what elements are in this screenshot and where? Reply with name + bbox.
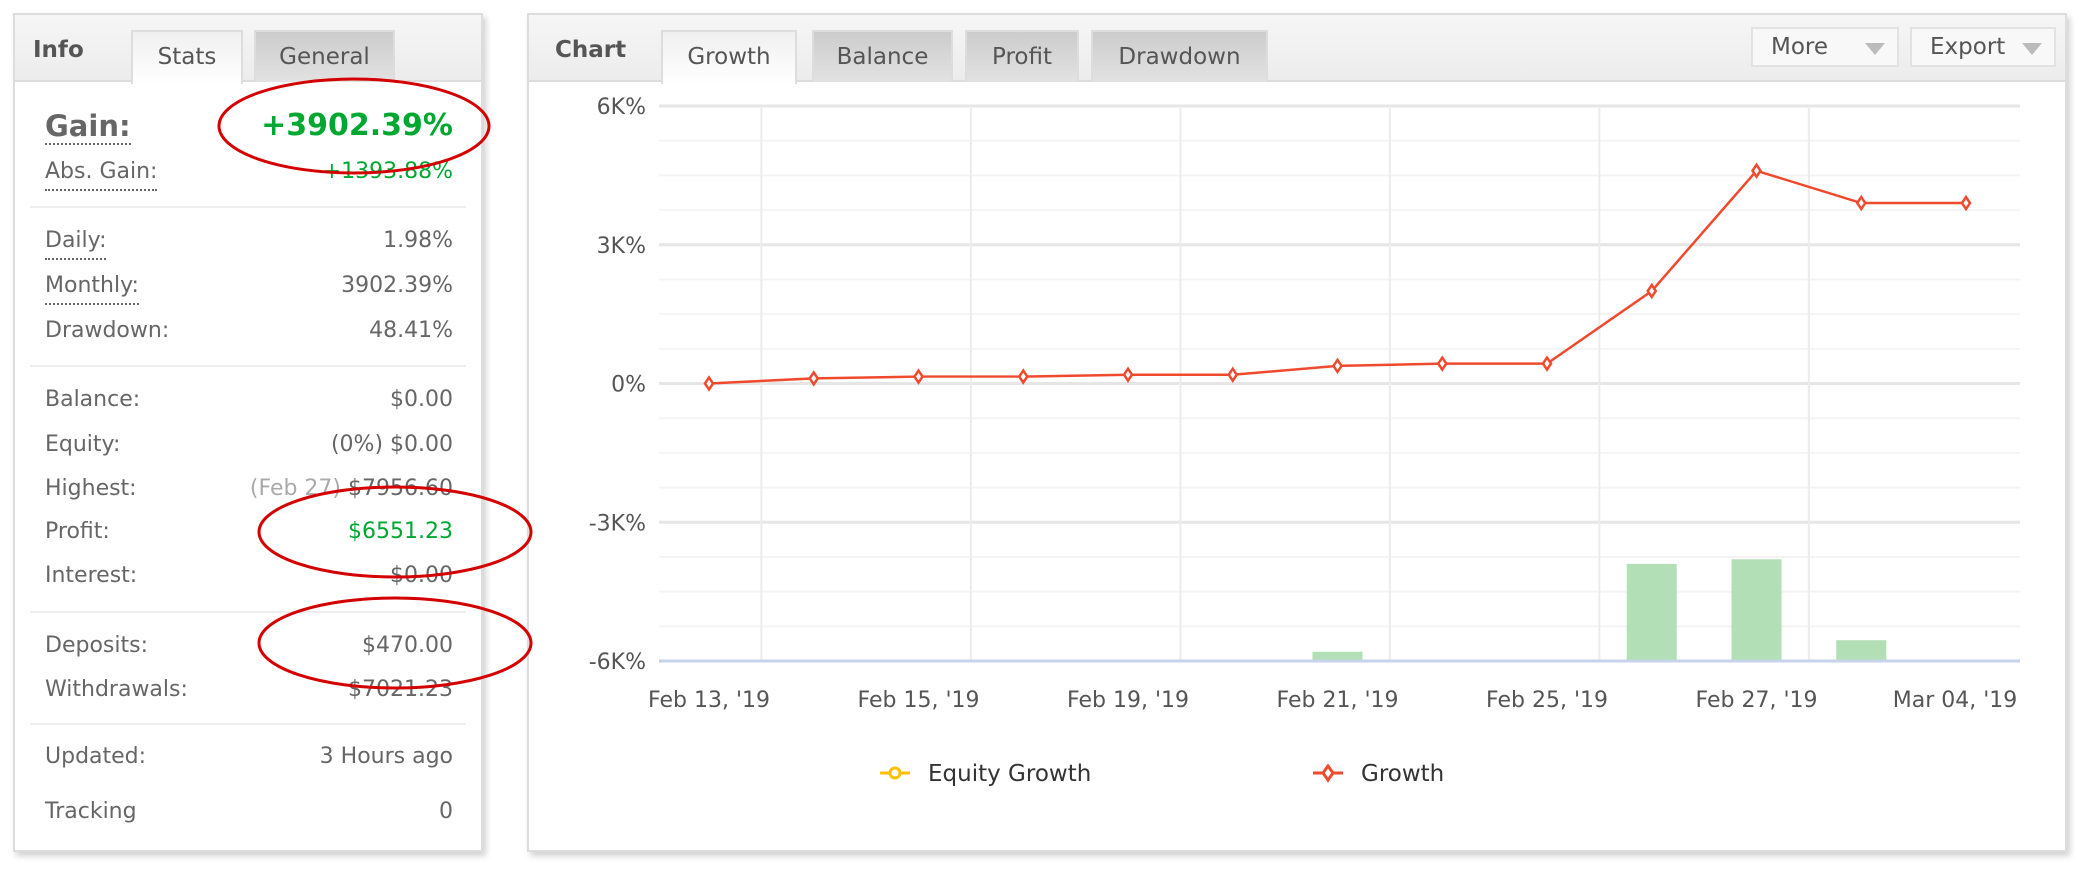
deposits-value: $470.00 [362, 633, 453, 658]
highest-date: (Feb 27) [249, 476, 342, 501]
updated-row: Updated: 3 Hours ago [45, 740, 453, 774]
abs-gain-label[interactable]: Abs. Gain: [45, 155, 158, 191]
balance-label: Balance: [45, 387, 141, 412]
tab-general[interactable]: General [254, 30, 395, 82]
export-label: Export [1930, 34, 2006, 60]
equity-label: Equity: [45, 432, 121, 457]
divider [30, 611, 466, 613]
daily-label[interactable]: Daily: [45, 224, 107, 260]
chart-panel: Chart Growth Balance Profit Drawdown Mor… [527, 13, 2067, 852]
balance-value: $0.00 [390, 387, 453, 412]
abs-gain-value: +1393.88% [322, 159, 453, 184]
chart-header: Chart Growth Balance Profit Drawdown Mor… [529, 15, 2065, 84]
interest-label: Interest: [45, 563, 138, 588]
drawdown-row: Drawdown: 48.41% [45, 314, 453, 348]
tab-balance[interactable]: Balance [812, 30, 953, 82]
more-label: More [1771, 34, 1829, 60]
drawdown-value: 48.41% [369, 318, 453, 343]
divider [30, 723, 466, 725]
info-title: Info [33, 37, 84, 63]
divider [30, 365, 466, 367]
tracking-value: 0 [439, 799, 453, 824]
deposits-label: Deposits: [45, 633, 148, 658]
monthly-label[interactable]: Monthly: [45, 269, 139, 305]
balance-row: Balance: $0.00 [45, 383, 453, 417]
highest-value: $7956.60 [348, 476, 453, 501]
profit-label: Profit: [45, 519, 110, 544]
withdrawals-value: $7021.23 [348, 677, 453, 702]
withdrawals-row: Withdrawals: $7021.23 [45, 673, 453, 707]
tracking-row: Tracking 0 [45, 795, 453, 829]
gain-row: Gain: +3902.39% [45, 109, 453, 149]
interest-value: $0.00 [390, 563, 453, 588]
tab-profit[interactable]: Profit [965, 30, 1079, 82]
chart-title: Chart [555, 37, 627, 63]
tracking-label: Tracking [45, 799, 137, 824]
monthly-value: 3902.39% [341, 273, 453, 298]
withdrawals-label: Withdrawals: [45, 677, 188, 702]
updated-label: Updated: [45, 744, 147, 769]
profit-row: Profit: $6551.23 [45, 515, 453, 549]
profit-value: $6551.23 [348, 519, 453, 544]
daily-row: Daily: 1.98% [45, 224, 453, 260]
highest-value-group: (Feb 27) $7956.60 [250, 472, 453, 506]
export-button[interactable]: Export [1910, 27, 2056, 67]
abs-gain-row: Abs. Gain: +1393.88% [45, 155, 453, 191]
deposits-row: Deposits: $470.00 [45, 629, 453, 663]
info-panel: Info Stats General Gain: +3902.39% Abs. … [13, 13, 483, 852]
tab-stats[interactable]: Stats [131, 30, 243, 84]
daily-value: 1.98% [383, 228, 453, 253]
tab-growth[interactable]: Growth [661, 30, 797, 84]
interest-row: Interest: $0.00 [45, 559, 453, 593]
equity-value: (0%) $0.00 [330, 432, 453, 457]
chevron-down-icon [1865, 43, 1885, 55]
equity-row: Equity: (0%) $0.00 [45, 428, 453, 462]
updated-value: 3 Hours ago [319, 744, 453, 769]
chevron-down-icon [2022, 43, 2042, 55]
tab-drawdown[interactable]: Drawdown [1091, 30, 1268, 82]
gain-label[interactable]: Gain: [45, 109, 131, 145]
drawdown-label: Drawdown: [45, 318, 170, 343]
info-header: Info Stats General [15, 15, 481, 84]
monthly-row: Monthly: 3902.39% [45, 269, 453, 305]
more-button[interactable]: More [1751, 27, 1899, 67]
divider [30, 206, 466, 208]
highest-row: Highest: (Feb 27) $7956.60 [45, 472, 453, 506]
gain-value: +3902.39% [261, 108, 453, 143]
highest-label: Highest: [45, 476, 137, 501]
